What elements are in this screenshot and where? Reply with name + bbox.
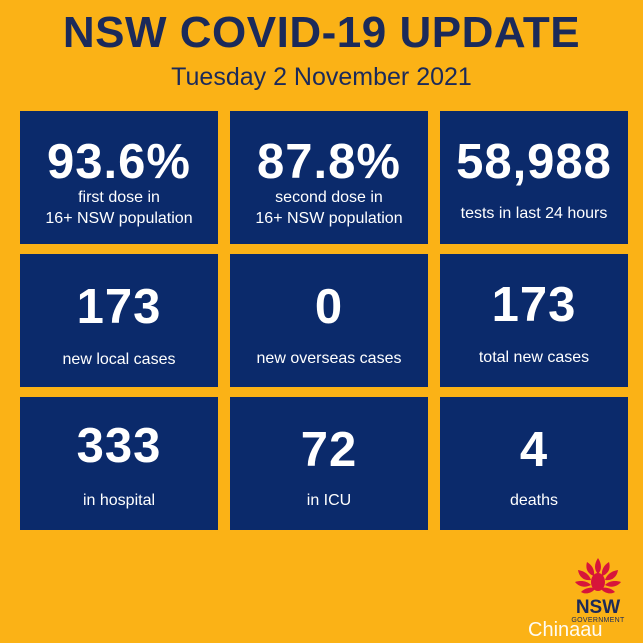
stat-value: 87.8% [257,135,401,189]
stat-value: 173 [491,278,577,332]
stat-tile-hospital: 333 in hospital [20,397,218,530]
stat-tile-deaths: 4 deaths [440,397,628,530]
stat-value: 72 [300,423,358,477]
stat-label: deaths [509,492,559,509]
nsw-government-logo: NSW GOVERNMENT [563,556,633,626]
stat-tile-local-cases: 173 new local cases [20,254,218,387]
stat-tile-total-cases: 173 total new cases [440,254,628,387]
stat-value: 93.6% [47,135,191,189]
stat-label: first dose in 16+ NSW population [45,189,193,227]
waratah-flower-icon [575,558,621,594]
stat-tile-second-dose: 87.8% second dose in 16+ NSW population [230,111,428,244]
logo-text: NSW [575,597,621,618]
stat-label: tests in last 24 hours [460,205,608,222]
page-title: NSW COVID-19 UPDATE [62,8,581,57]
stat-tile-overseas-cases: 0 new overseas cases [230,254,428,387]
stat-label: second dose in 16+ NSW population [255,189,403,227]
watermark-text: Chinaau [528,619,603,641]
stat-value: 333 [76,419,162,473]
stat-value: 173 [76,280,162,334]
stat-label: total new cases [478,349,590,366]
stat-label: new local cases [62,351,176,368]
stats-grid: 93.6% first dose in 16+ NSW population 8… [20,111,628,530]
stat-label: new overseas cases [256,350,402,367]
stat-label: in ICU [306,492,352,509]
stat-label: in hospital [82,492,156,509]
stat-value: 0 [314,280,344,334]
stat-value: 58,988 [456,135,612,189]
stat-tile-icu: 72 in ICU [230,397,428,530]
logo-subtext: GOVERNMENT [571,617,625,624]
stat-tile-first-dose: 93.6% first dose in 16+ NSW population [20,111,218,244]
stat-tile-tests: 58,988 tests in last 24 hours [440,111,628,244]
page-date: Tuesday 2 November 2021 [171,63,472,91]
stat-value: 4 [519,423,549,477]
